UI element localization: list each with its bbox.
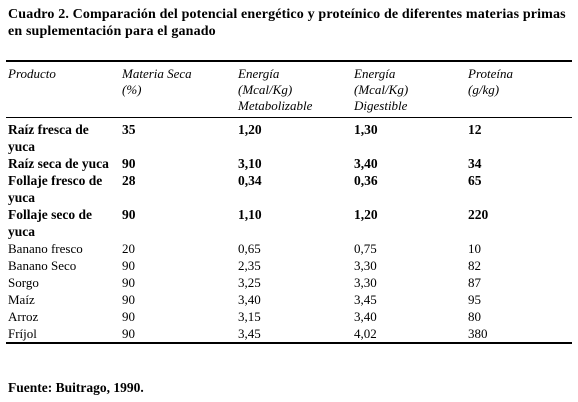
header-line: Proteína [468,66,514,81]
table-row: Raíz fresca de yuca 35 1,20 1,30 12 [6,118,572,156]
header-producto-label: Producto [8,66,56,81]
header-line: (Mcal/Kg) [238,82,293,97]
cell-energia-digestible: 3,45 [354,292,377,307]
cell-proteina: 95 [468,292,481,307]
cell-energia-metabolizable: 3,15 [238,309,261,324]
cell-energia-digestible: 1,20 [354,207,378,222]
cell-producto: Follaje seco de yuca [8,207,92,239]
cell-producto: Follaje fresco de yuca [8,173,103,205]
cell-producto: Banano fresco [8,241,83,256]
header-proteina: Proteína (g/kg) [466,60,572,118]
cell-energia-digestible: 3,40 [354,309,377,324]
cell-energia-digestible: 3,30 [354,258,377,273]
table-caption: Cuadro 2. Comparación del potencial ener… [8,7,566,39]
cell-energia-digestible: 0,36 [354,173,378,188]
cell-producto: Arroz [8,309,39,324]
cell-proteina: 10 [468,241,481,256]
header-line: Digestible [354,98,408,113]
table-row: Sorgo 90 3,25 3,30 87 [6,274,572,291]
header-row: Producto Materia Seca (%) Energía (Mcal/… [6,60,572,118]
cell-proteina: 82 [468,258,481,273]
header-line: (%) [122,82,142,97]
cell-materia-seca: 90 [122,292,135,307]
table-row: Banano fresco 20 0,65 0,75 10 [6,240,572,257]
cell-energia-digestible: 4,02 [352,325,466,344]
header-line: Metabolizable [238,98,313,113]
cell-proteina: 380 [466,325,572,344]
cell-energia-metabolizable: 3,10 [238,156,262,171]
cell-proteina: 65 [468,173,482,188]
header-line: Energía [354,66,396,81]
cell-producto: Maíz [8,292,35,307]
cell-energia-digestible: 0,75 [354,241,377,256]
cell-proteina: 34 [468,156,482,171]
cell-producto: Sorgo [8,275,39,290]
cell-energia-digestible: 1,30 [354,122,378,137]
cell-proteina: 87 [468,275,481,290]
header-energia-digestible: Energía (Mcal/Kg) Digestible [352,60,466,118]
header-line: (g/kg) [468,82,500,97]
cell-energia-metabolizable: 2,35 [238,258,261,273]
cell-proteina: 220 [468,207,489,222]
cell-energia-metabolizable: 3,40 [238,292,261,307]
cell-producto: Raíz seca de yuca [8,156,109,171]
cell-materia-seca: 90 [122,258,135,273]
cell-materia-seca: 90 [120,325,236,344]
nutrition-table: Producto Materia Seca (%) Energía (Mcal/… [6,60,572,344]
cell-materia-seca: 35 [122,122,136,137]
table-row: Banano Seco 90 2,35 3,30 82 [6,257,572,274]
header-energia-metabolizable: Energía (Mcal/Kg) Metabolizable [236,60,352,118]
cell-materia-seca: 90 [122,156,136,171]
cell-proteina: 12 [468,122,482,137]
table-row: Maíz 90 3,40 3,45 95 [6,291,572,308]
cell-materia-seca: 28 [122,173,136,188]
cell-energia-metabolizable: 3,45 [236,325,352,344]
header-line: (Mcal/Kg) [354,82,409,97]
cell-producto: Banano Seco [8,258,77,273]
table-row: Arroz 90 3,15 3,40 80 [6,308,572,325]
cell-energia-digestible: 3,40 [354,156,378,171]
cell-producto: Fríjol [6,325,120,344]
cell-energia-metabolizable: 1,20 [238,122,262,137]
header-producto: Producto [6,60,120,118]
header-line: Energía [238,66,280,81]
cell-proteina: 80 [468,309,481,324]
cell-energia-metabolizable: 0,65 [238,241,261,256]
cell-energia-metabolizable: 0,34 [238,173,262,188]
cell-energia-metabolizable: 3,25 [238,275,261,290]
cell-materia-seca: 20 [122,241,135,256]
header-line: Materia Seca [122,66,192,81]
source-note: Fuente: Buitrago, 1990. [8,380,144,395]
cell-energia-digestible: 3,30 [354,275,377,290]
cell-materia-seca: 90 [122,309,135,324]
cell-producto: Raíz fresca de yuca [8,122,89,154]
table-row: Fríjol 90 3,45 4,02 380 [6,325,572,344]
cell-materia-seca: 90 [122,275,135,290]
cell-materia-seca: 90 [122,207,136,222]
table-row: Raíz seca de yuca 90 3,10 3,40 34 [6,155,572,172]
table-row: Follaje fresco de yuca 28 0,34 0,36 65 [6,172,572,206]
header-materia-seca: Materia Seca (%) [120,60,236,118]
cell-energia-metabolizable: 1,10 [238,207,262,222]
table-row: Follaje seco de yuca 90 1,10 1,20 220 [6,206,572,240]
